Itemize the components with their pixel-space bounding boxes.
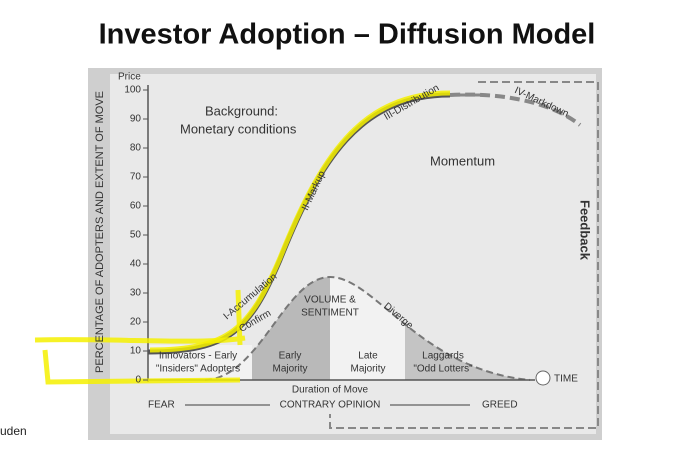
footer-fragment: uden bbox=[0, 424, 27, 438]
group-label: Majority bbox=[272, 364, 307, 375]
y-tick-label: 70 bbox=[130, 172, 142, 183]
y-tick-label: 10 bbox=[130, 346, 142, 357]
bell-curve bbox=[204, 275, 531, 381]
clock-icon bbox=[535, 370, 551, 386]
group-label: Laggards bbox=[422, 351, 464, 362]
background-line2: Monetary conditions bbox=[180, 121, 297, 136]
y-tick-label: 30 bbox=[130, 288, 142, 299]
highlight-marks bbox=[34, 289, 246, 385]
group-label: Late bbox=[358, 351, 378, 362]
feedback-loop bbox=[329, 81, 599, 429]
y-tick-label: 0 bbox=[135, 375, 141, 386]
y-tick-label: 80 bbox=[130, 143, 142, 154]
y-axis-label: PERCENTAGE OF ADOPTERS AND EXTENT OF MOV… bbox=[94, 91, 106, 373]
contrary-label: CONTRARY OPINION bbox=[280, 400, 381, 411]
y-tick-label: 90 bbox=[130, 114, 142, 125]
group-label: Early bbox=[279, 351, 302, 362]
duration-label: Duration of Move bbox=[292, 385, 369, 396]
feedback-label: Feedback bbox=[578, 200, 593, 261]
background-line1: Background: bbox=[205, 103, 278, 118]
group-label: "Odd Lotters" bbox=[413, 364, 473, 375]
greed-label: GREED bbox=[482, 400, 518, 411]
volume-line1: VOLUME & bbox=[304, 295, 356, 306]
group-label: Innovators - Early bbox=[159, 351, 237, 362]
group-label: "Insiders" Adopters bbox=[156, 364, 240, 375]
time-label: TIME bbox=[554, 374, 578, 385]
y-tick-label: 60 bbox=[130, 201, 142, 212]
fear-label: FEAR bbox=[148, 400, 175, 411]
volume-line2: SENTIMENT bbox=[301, 308, 359, 319]
y-unit: Price bbox=[118, 72, 141, 83]
slide-title: Investor Adoption – Diffusion Model bbox=[99, 19, 596, 51]
y-tick-label: 100 bbox=[124, 85, 141, 96]
y-tick-label: 20 bbox=[130, 317, 142, 328]
label-backdrop bbox=[270, 398, 390, 412]
y-tick-label: 40 bbox=[130, 259, 142, 270]
y-tick-label: 50 bbox=[130, 230, 142, 241]
group-label: Majority bbox=[350, 364, 385, 375]
momentum-label: Momentum bbox=[430, 153, 495, 168]
